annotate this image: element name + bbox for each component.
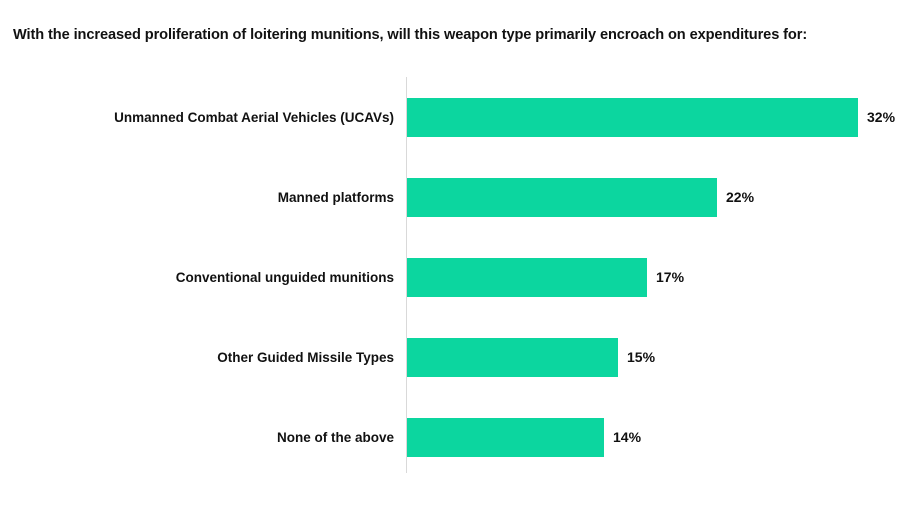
category-label: Conventional unguided munitions bbox=[175, 269, 394, 285]
bar-chart: Unmanned Combat Aerial Vehicles (UCAVs) … bbox=[0, 77, 900, 477]
bar-zone: 15% bbox=[406, 337, 900, 377]
value-label: 15% bbox=[627, 349, 656, 365]
bar bbox=[407, 257, 647, 297]
bar-zone: 17% bbox=[406, 257, 900, 297]
bar bbox=[407, 97, 858, 137]
value-label: 22% bbox=[726, 189, 755, 205]
value-label: 32% bbox=[867, 109, 896, 125]
bar-zone: 32% bbox=[406, 97, 900, 137]
bar-zone: 14% bbox=[406, 417, 900, 457]
chart-title: With the increased proliferation of loit… bbox=[13, 27, 808, 43]
bar-row: Other Guided Missile Types 15% bbox=[0, 317, 900, 397]
bar bbox=[407, 417, 604, 457]
bar-row: Unmanned Combat Aerial Vehicles (UCAVs) … bbox=[0, 77, 900, 157]
bar bbox=[407, 177, 717, 217]
category-label: Other Guided Missile Types bbox=[217, 349, 394, 365]
y-axis-line bbox=[406, 77, 407, 473]
bar bbox=[407, 337, 618, 377]
value-label: 17% bbox=[656, 269, 685, 285]
bar-zone: 22% bbox=[406, 177, 900, 217]
bar-row: Manned platforms 22% bbox=[0, 157, 900, 237]
category-label: Unmanned Combat Aerial Vehicles (UCAVs) bbox=[114, 109, 394, 125]
bar-row: None of the above 14% bbox=[0, 397, 900, 477]
category-label: Manned platforms bbox=[277, 189, 394, 205]
value-label: 14% bbox=[613, 429, 642, 445]
category-label: None of the above bbox=[276, 429, 394, 445]
bar-row: Conventional unguided munitions 17% bbox=[0, 237, 900, 317]
